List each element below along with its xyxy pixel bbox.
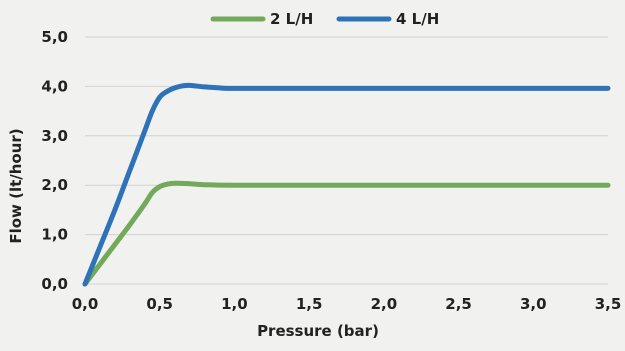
series-line-2 (82, 82, 611, 287)
y-tick-label: 4,0 (41, 77, 68, 95)
y-axis-title: Flow (lt/hour) (7, 128, 25, 243)
series-lines (82, 82, 611, 287)
x-tick-label: 0,0 (72, 295, 99, 313)
x-tick-label: 3,5 (595, 295, 622, 313)
y-tick-label: 0,0 (41, 275, 68, 293)
x-tick-label: 1,5 (296, 295, 323, 313)
y-tick-label: 3,0 (41, 127, 68, 145)
y-tick-label: 5,0 (41, 28, 68, 46)
y-axis-tick-labels: 0,0 1,0 2,0 3,0 4,0 5,0 (41, 28, 68, 293)
x-tick-label: 1,0 (221, 295, 248, 313)
series-line-1 (82, 180, 611, 287)
y-tick-label: 2,0 (41, 176, 68, 194)
x-axis-title: Pressure (bar) (257, 322, 379, 340)
x-tick-label: 3,0 (520, 295, 547, 313)
x-axis-tick-labels: 0,0 0,5 1,0 1,5 2,0 2,5 3,0 3,5 (72, 295, 622, 313)
x-tick-label: 0,5 (146, 295, 173, 313)
legend: 2 L/H 4 L/H (210, 10, 439, 28)
legend-label-1: 2 L/H (270, 10, 313, 28)
y-tick-label: 1,0 (41, 226, 68, 244)
x-tick-label: 2,5 (445, 295, 472, 313)
x-tick-label: 2,0 (371, 295, 398, 313)
legend-label-2: 4 L/H (396, 10, 439, 28)
